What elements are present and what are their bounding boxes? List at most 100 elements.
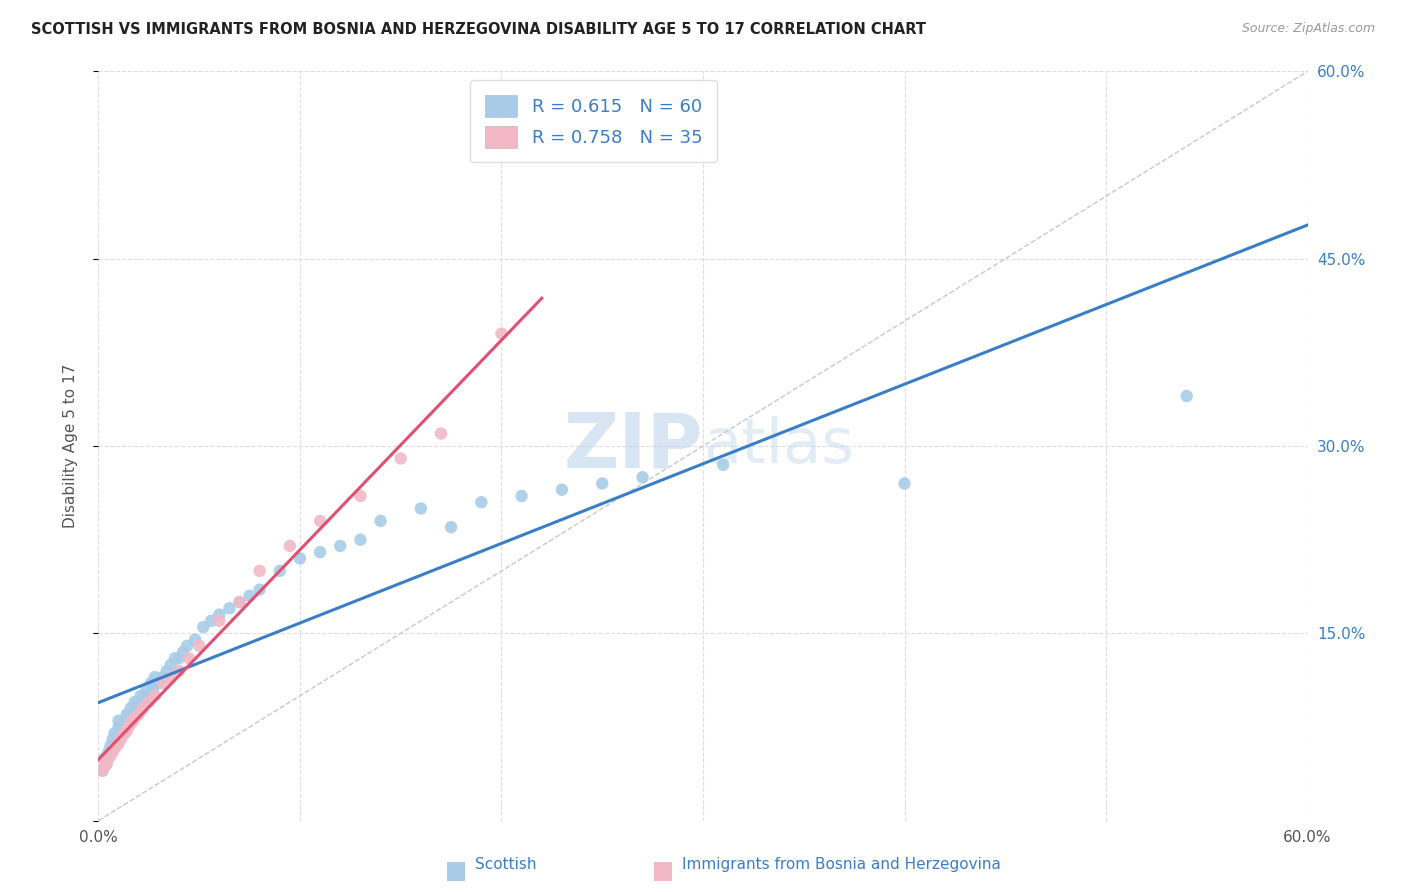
Point (114, 714, 136, 728)
Point (115, 723, 138, 738)
Point (143, 670, 166, 684)
Point (103, 726, 125, 740)
Point (329, 539, 352, 553)
Point (121, 714, 143, 728)
Point (208, 607, 231, 622)
Point (167, 664, 190, 678)
Point (91, 764, 114, 778)
Point (172, 645, 194, 659)
Point (120, 701, 142, 715)
Point (208, 614, 231, 628)
Point (370, 514, 392, 528)
Point (93, 757, 115, 772)
Point (193, 620, 215, 634)
Legend: R = 0.615   N = 60, R = 0.758   N = 35: R = 0.615 N = 60, R = 0.758 N = 35 (470, 80, 717, 162)
Point (107, 714, 129, 728)
Point (188, 639, 211, 653)
Point (228, 595, 250, 609)
Point (269, 564, 291, 578)
Point (510, 489, 533, 503)
Point (711, 458, 734, 472)
Point (163, 651, 186, 665)
Point (218, 601, 240, 615)
Text: Scottish: Scottish (475, 857, 537, 872)
Point (631, 470, 654, 484)
Point (100, 748, 122, 763)
Text: atlas: atlas (703, 416, 853, 476)
Point (132, 701, 155, 715)
Point (249, 582, 271, 597)
Point (160, 657, 183, 672)
Point (152, 670, 174, 684)
Point (121, 714, 143, 728)
Point (152, 676, 174, 690)
Point (893, 476, 915, 491)
Point (107, 720, 129, 734)
Point (228, 595, 250, 609)
Point (409, 501, 432, 516)
Point (118, 720, 141, 734)
Point (128, 695, 150, 709)
Point (591, 476, 613, 491)
Point (118, 707, 141, 722)
Point (101, 732, 124, 747)
Point (148, 676, 170, 690)
Point (97, 745, 120, 759)
Point (349, 489, 371, 503)
Point (200, 614, 222, 628)
Point (124, 695, 146, 709)
Y-axis label: Disability Age 5 to 17: Disability Age 5 to 17 (63, 364, 77, 528)
Point (124, 711, 146, 725)
Point (96, 757, 118, 772)
Text: Source: ZipAtlas.com: Source: ZipAtlas.com (1241, 22, 1375, 36)
Point (440, 520, 463, 534)
Point (120, 716, 142, 731)
Point (115, 707, 138, 722)
Point (134, 689, 156, 703)
Point (309, 545, 332, 559)
Text: Immigrants from Bosnia and Herzegovina: Immigrants from Bosnia and Herzegovina (682, 857, 1001, 872)
Point (167, 651, 190, 665)
Point (430, 426, 453, 441)
Point (129, 689, 152, 703)
Point (139, 676, 162, 690)
Point (114, 726, 136, 740)
Point (179, 651, 201, 665)
Text: SCOTTISH VS IMMIGRANTS FROM BOSNIA AND HERZEGOVINA DISABILITY AGE 5 TO 17 CORREL: SCOTTISH VS IMMIGRANTS FROM BOSNIA AND H… (31, 22, 927, 37)
Point (107, 736, 129, 750)
Point (138, 689, 160, 703)
Point (1175, 389, 1198, 403)
Point (105, 739, 128, 753)
Point (184, 632, 207, 647)
Point (349, 533, 371, 547)
Point (249, 564, 271, 578)
Point (100, 739, 122, 753)
Text: ZIP: ZIP (564, 409, 703, 483)
Point (278, 539, 301, 553)
Point (156, 664, 179, 678)
Point (101, 745, 124, 759)
Point (138, 695, 160, 709)
Point (176, 639, 198, 653)
Point (470, 495, 492, 509)
Point (97, 751, 120, 765)
Point (551, 483, 574, 497)
Point (160, 670, 183, 684)
Point (96, 757, 118, 772)
Point (309, 514, 332, 528)
Point (132, 695, 155, 709)
Point (142, 682, 165, 697)
Point (125, 701, 148, 715)
Point (111, 729, 134, 743)
Point (128, 707, 150, 722)
Point (288, 551, 311, 566)
Point (110, 726, 132, 740)
Point (135, 682, 157, 697)
Point (91, 764, 114, 778)
Point (105, 739, 128, 753)
Point (143, 689, 166, 703)
Point (389, 451, 412, 466)
Point (491, 326, 513, 341)
Point (111, 720, 134, 734)
Point (239, 589, 262, 603)
